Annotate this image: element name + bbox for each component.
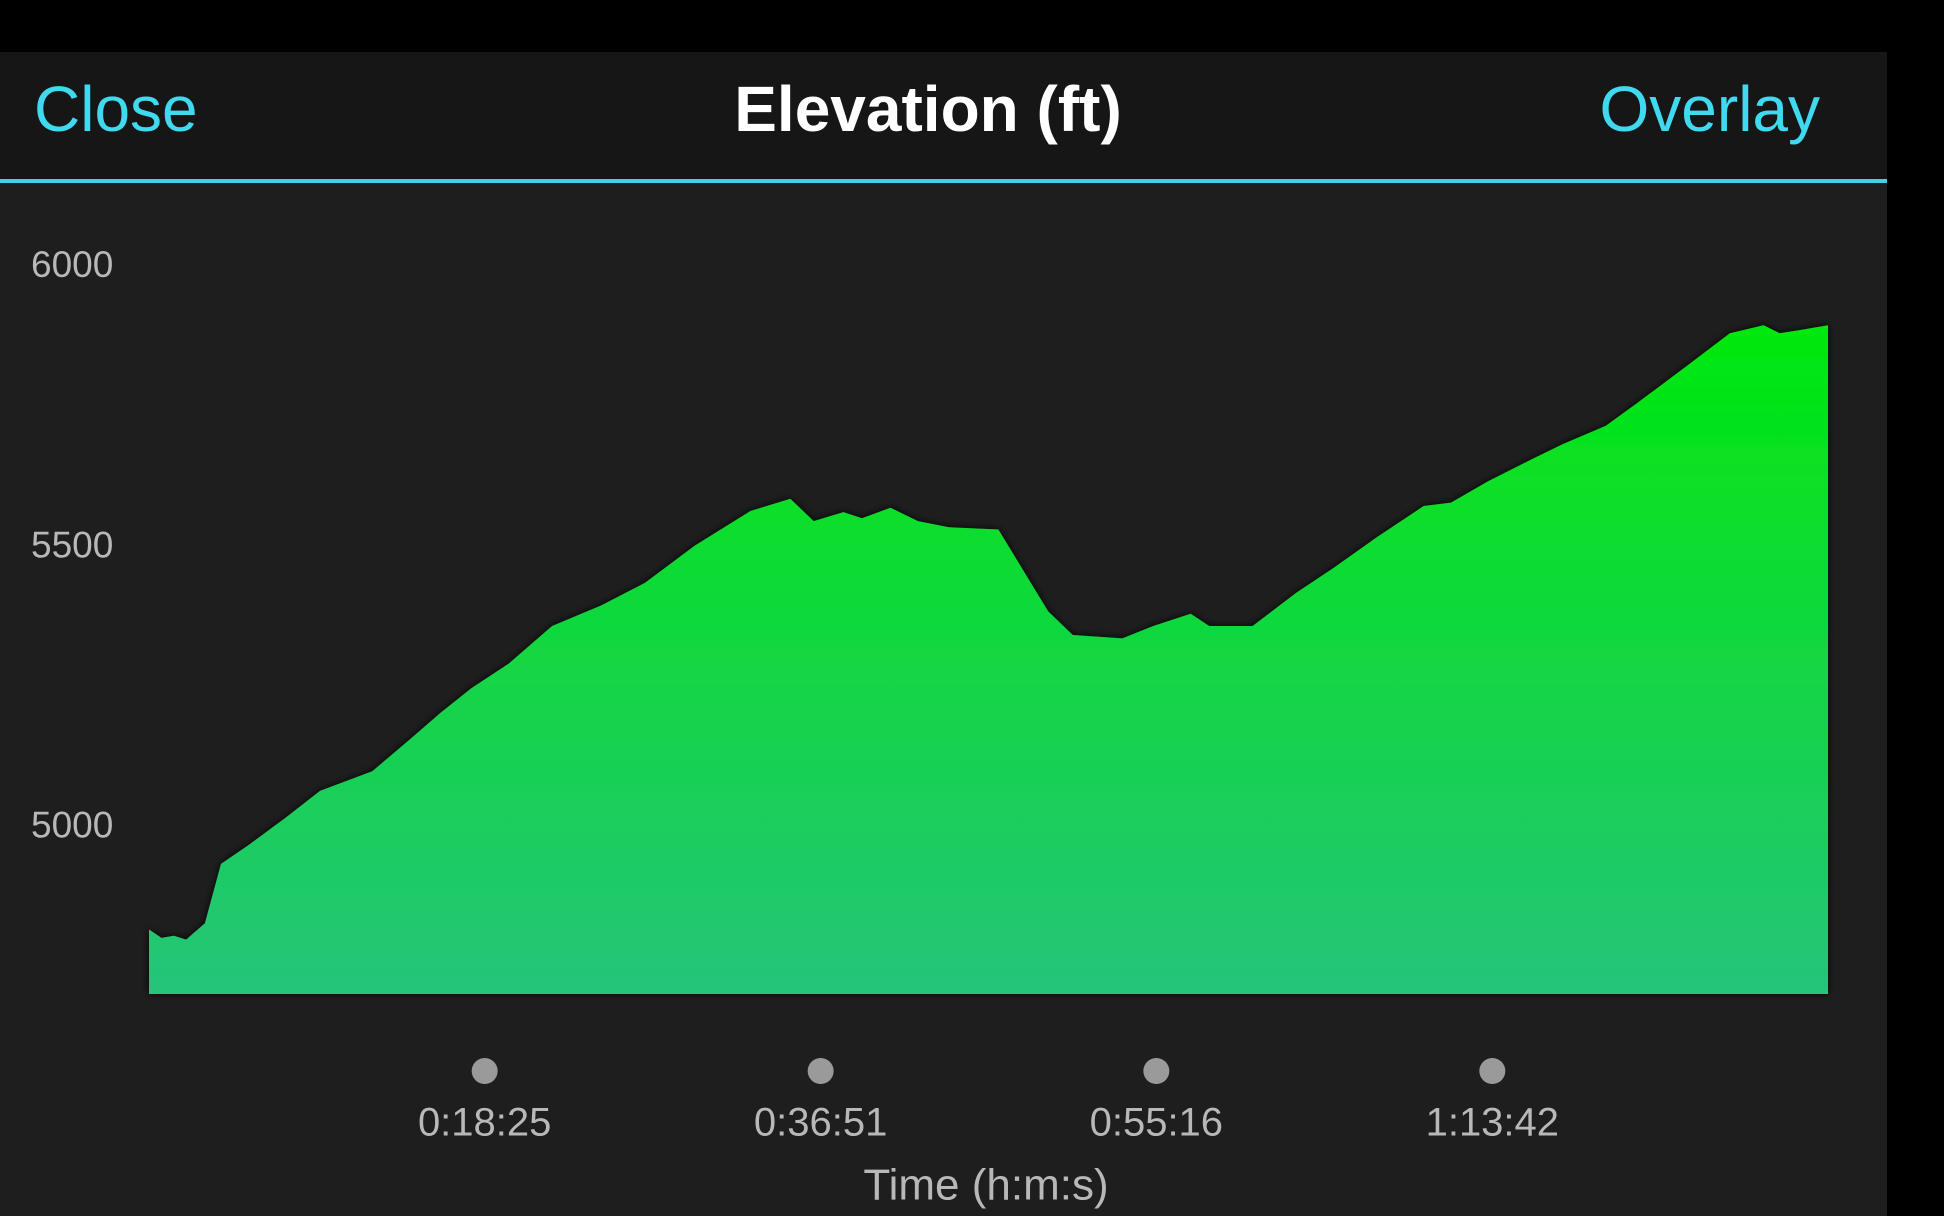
x-axis-label: Time (h:m:s) (863, 1161, 1108, 1210)
title: Elevation (ft) (734, 73, 1122, 145)
x-tick-label: 0:36:51 (754, 1101, 887, 1145)
x-tick-dot (471, 1058, 498, 1084)
y-tick-label: 5500 (31, 524, 113, 565)
x-tick-dot (1143, 1058, 1170, 1084)
close-button[interactable]: Close (34, 73, 198, 145)
elevation-area (149, 325, 1828, 994)
header-bar (0, 52, 1887, 180)
y-tick-label: 6000 (31, 244, 113, 285)
x-tick-label: 1:13:42 (1426, 1101, 1559, 1145)
overlay-button[interactable]: Overlay (1600, 73, 1821, 145)
x-tick-label: 0:55:16 (1090, 1101, 1223, 1145)
x-tick-dot (1479, 1058, 1506, 1084)
y-tick-label: 5000 (31, 805, 113, 846)
x-tick-dot (807, 1058, 834, 1084)
x-tick-label: 0:18:25 (418, 1101, 551, 1145)
header-divider (0, 179, 1887, 183)
